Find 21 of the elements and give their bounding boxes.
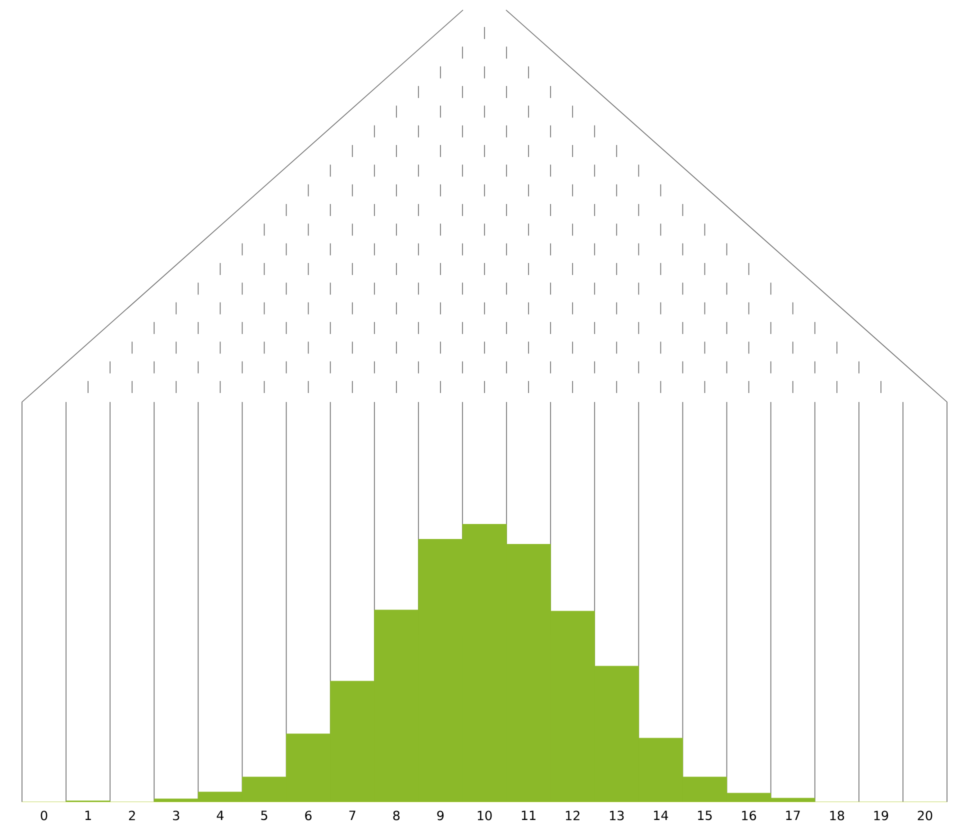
x-tick-label: 13 [610, 810, 624, 820]
x-tick-label: 0 [40, 810, 48, 820]
x-tick-label: 4 [216, 810, 224, 820]
x-tick-label: 11 [522, 810, 536, 820]
x-tick-label: 8 [393, 810, 400, 820]
x-tick-label: 16 [742, 810, 756, 820]
x-tick-label: 6 [305, 810, 312, 820]
x-tick-label: 2 [129, 810, 135, 820]
x-tick-label: 17 [786, 810, 800, 820]
x-tick-label: 18 [830, 810, 844, 820]
x-tick-label: 1 [85, 810, 91, 820]
x-tick-label: 3 [173, 810, 180, 820]
x-tick-label: 15 [698, 810, 712, 820]
x-tick-label: 10 [478, 810, 492, 820]
x-tick-label: 20 [918, 810, 932, 820]
x-tick-label: 7 [349, 810, 356, 820]
x-tick-label: 9 [437, 810, 444, 820]
x-tick-label: 5 [261, 810, 268, 820]
x-tick-label: 14 [654, 810, 668, 820]
x-tick-label: 12 [566, 810, 580, 820]
x-tick-label: 19 [874, 810, 888, 820]
